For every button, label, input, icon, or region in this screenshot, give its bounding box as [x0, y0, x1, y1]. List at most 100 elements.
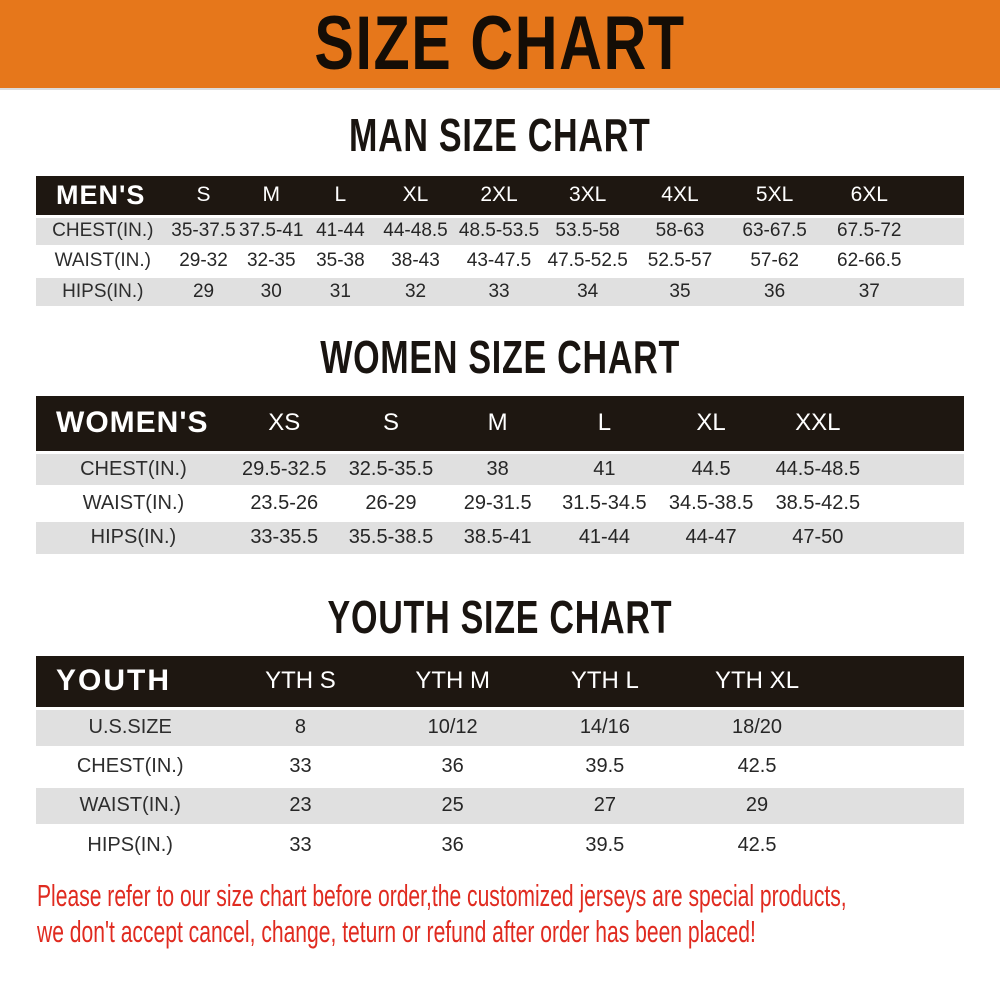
size-cell: 62-66.5	[837, 250, 902, 271]
table-row: CHEST(IN.) 33 36 39.5 42.5	[36, 747, 964, 786]
size-cell: 47-50	[792, 526, 844, 549]
size-column-header: YTH S	[265, 667, 336, 695]
spacer-cell	[917, 246, 964, 276]
table-corner-label: WOMEN'S	[56, 406, 209, 440]
size-cell: 27	[593, 794, 616, 816]
size-cell: 29	[192, 280, 215, 302]
spacer-cell	[917, 176, 964, 216]
size-cell: 43-47.5	[466, 250, 532, 271]
size-cell: 35	[669, 280, 691, 302]
size-column-header: YTH M	[415, 667, 490, 695]
women-size-section: WOMEN SIZE CHART WOMEN'S XS S M L XL XXL CHEST(…	[0, 334, 1000, 554]
size-cell: 8	[294, 716, 307, 738]
size-cell: 63-67.5	[742, 220, 807, 241]
row-label: HIPS(IN.)	[90, 526, 177, 549]
size-column-header: L	[597, 409, 612, 437]
size-cell: 31.5-34.5	[562, 491, 647, 514]
size-cell: 33	[289, 833, 312, 856]
size-cell: 36	[441, 755, 464, 777]
spacer-cell	[917, 276, 964, 306]
size-cell: 44-48.5	[383, 220, 448, 241]
spacer-cell	[833, 825, 964, 864]
spacer-cell	[833, 747, 964, 786]
women-chart-heading-text: WOMEN SIZE CHART	[320, 331, 680, 383]
size-cell: 32	[404, 280, 427, 302]
size-cell: 34.5-38.5	[668, 491, 754, 514]
spacer-cell	[917, 216, 964, 246]
size-cell: 52.5-57	[647, 250, 713, 271]
table-row: WAIST(IN.) 23.5-26 26-29 29-31.5 31.5-34.5 34…	[36, 486, 964, 520]
table-header-row: YOUTH YTH S YTH M YTH L YTH XL	[36, 656, 964, 708]
spacer-cell	[871, 520, 964, 554]
size-column-header: 4XL	[661, 183, 699, 207]
table-corner-label: YOUTH	[56, 664, 171, 698]
size-cell: 25	[441, 794, 464, 816]
size-cell: 41	[593, 457, 616, 480]
size-cell: 34	[577, 280, 599, 302]
size-cell: 14/16	[579, 716, 630, 738]
table-header-row: WOMEN'S XS S M L XL XXL	[36, 396, 964, 452]
size-cell: 48.5-53.5	[458, 220, 540, 241]
man-size-section: MAN SIZE CHART MEN'S S M L XL 2XL 3XL 4XL 5XL 6XL…	[0, 112, 1000, 306]
size-cell: 32.5-35.5	[348, 457, 434, 480]
table-row: WAIST(IN.) 23 25 27 29	[36, 786, 964, 825]
size-cell: 18/20	[732, 716, 783, 738]
size-cell: 33-35.5	[250, 526, 319, 549]
spacer-cell	[871, 452, 964, 486]
table-corner-label: MEN'S	[56, 179, 146, 210]
size-cell: 39.5	[585, 755, 625, 777]
spacer-cell	[833, 786, 964, 825]
table-row: HIPS(IN.) 29 30 31 32 33 34 35 36 37	[36, 276, 964, 306]
size-column-header: XL	[696, 409, 726, 437]
spacer-cell	[833, 656, 964, 708]
row-label: WAIST(IN.)	[79, 794, 181, 816]
size-cell: 38.5-41	[463, 526, 532, 549]
table-row: WAIST(IN.) 29-32 32-35 35-38 38-43 43-47.5 47.…	[36, 246, 964, 276]
size-cell: 33	[488, 280, 510, 302]
youth-chart-heading-text: YOUTH SIZE CHART	[327, 591, 673, 643]
size-column-header: L	[334, 183, 347, 207]
women-size-table: WOMEN'S XS S M L XL XXL CHEST(IN.) 29.5-32.5 32.5…	[36, 396, 964, 554]
size-column-header: S	[382, 409, 399, 437]
size-column-header: XS	[268, 409, 301, 437]
size-cell: 47.5-52.5	[547, 250, 628, 271]
size-cell: 58-63	[655, 220, 705, 241]
size-cell: 35.5-38.5	[348, 526, 434, 549]
row-label: U.S.SIZE	[88, 716, 172, 738]
size-cell: 30	[260, 280, 282, 302]
size-cell: 39.5	[585, 833, 625, 856]
size-cell: 26-29	[365, 491, 417, 514]
size-cell: 67.5-72	[837, 220, 902, 241]
size-cell: 41-44	[316, 220, 365, 241]
spacer-cell	[871, 486, 964, 520]
row-label: CHEST(IN.)	[76, 755, 184, 777]
row-label: WAIST(IN.)	[82, 491, 185, 514]
youth-chart-heading: YOUTH SIZE CHART	[0, 594, 1000, 640]
size-cell: 42.5	[737, 833, 777, 856]
size-cell: 23.5-26	[250, 491, 319, 514]
size-cell: 33	[289, 755, 312, 777]
size-cell: 31	[329, 280, 351, 302]
table-row: CHEST(IN.) 35-37.5 37.5-41 41-44 44-48.5 48.5…	[36, 216, 964, 246]
size-column-header: YTH L	[570, 667, 639, 695]
size-column-header: XXL	[795, 409, 841, 437]
youth-size-table: YOUTH YTH S YTH M YTH L YTH XL U.S.SIZE 8 10/12…	[36, 656, 964, 864]
man-chart-heading: MAN SIZE CHART	[0, 112, 1000, 158]
size-cell: 35-37.5	[171, 220, 236, 241]
size-cell: 44.5	[691, 457, 731, 480]
size-cell: 38	[486, 457, 509, 480]
size-cell: 41-44	[578, 526, 630, 549]
order-note: Please refer to our size chart before or…	[37, 878, 1000, 950]
table-row: HIPS(IN.) 33 36 39.5 42.5	[36, 825, 964, 864]
size-column-header: YTH XL	[715, 667, 800, 695]
men-size-table: MEN'S S M L XL 2XL 3XL 4XL 5XL 6XL CHEST(IN.) 35-37…	[36, 176, 964, 306]
size-cell: 29.5-32.5	[241, 457, 327, 480]
order-note-line-2: we don't accept cancel, change, teturn o…	[37, 914, 756, 949]
table-row: CHEST(IN.) 29.5-32.5 32.5-35.5 38 41 44.5 44.5…	[36, 452, 964, 486]
size-cell: 23	[289, 794, 312, 816]
size-cell: 53.5-58	[555, 220, 620, 241]
banner-title: SIZE CHART	[314, 1, 686, 86]
row-label: HIPS(IN.)	[87, 833, 173, 856]
size-cell: 10/12	[427, 716, 478, 738]
